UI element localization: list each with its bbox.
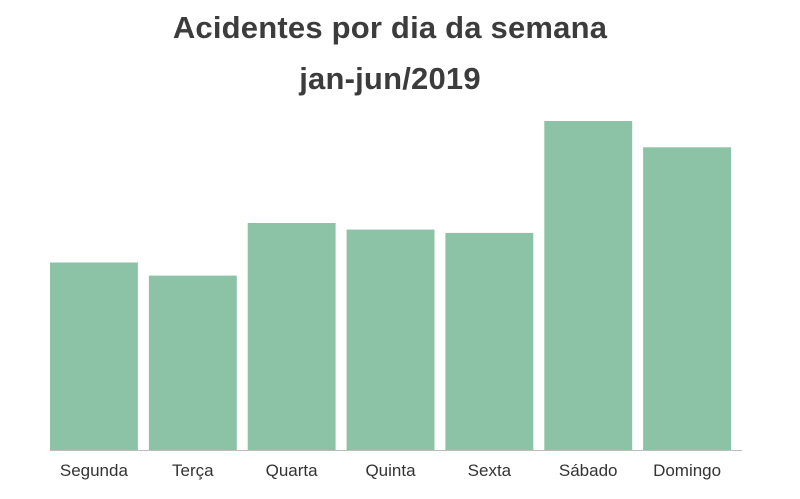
bar-6 xyxy=(643,147,731,451)
bar-0 xyxy=(50,262,138,450)
bar-5 xyxy=(544,121,633,450)
x-tick-label-0: Segunda xyxy=(60,461,129,480)
chart-title: Acidentes por dia da semana xyxy=(172,10,608,45)
x-tick-label-2: Quarta xyxy=(266,461,319,480)
bar-2 xyxy=(247,223,336,450)
x-tick-label-3: Quinta xyxy=(365,461,416,480)
x-tick-label-4: Sexta xyxy=(468,461,512,480)
x-tick-labels: Segunda Terça Quarta Quinta Sexta Sábado Domin… xyxy=(60,461,721,480)
bar-3 xyxy=(346,229,435,450)
chart-subtitle: jan-jun/2019 xyxy=(299,61,481,96)
x-tick-label-5: Sábado xyxy=(559,461,618,480)
bar-1 xyxy=(148,275,237,450)
x-tick-label-6: Domingo xyxy=(653,461,721,480)
bars-group xyxy=(50,121,731,451)
x-tick-label-1: Terça xyxy=(172,461,214,480)
bar-4 xyxy=(445,232,534,450)
